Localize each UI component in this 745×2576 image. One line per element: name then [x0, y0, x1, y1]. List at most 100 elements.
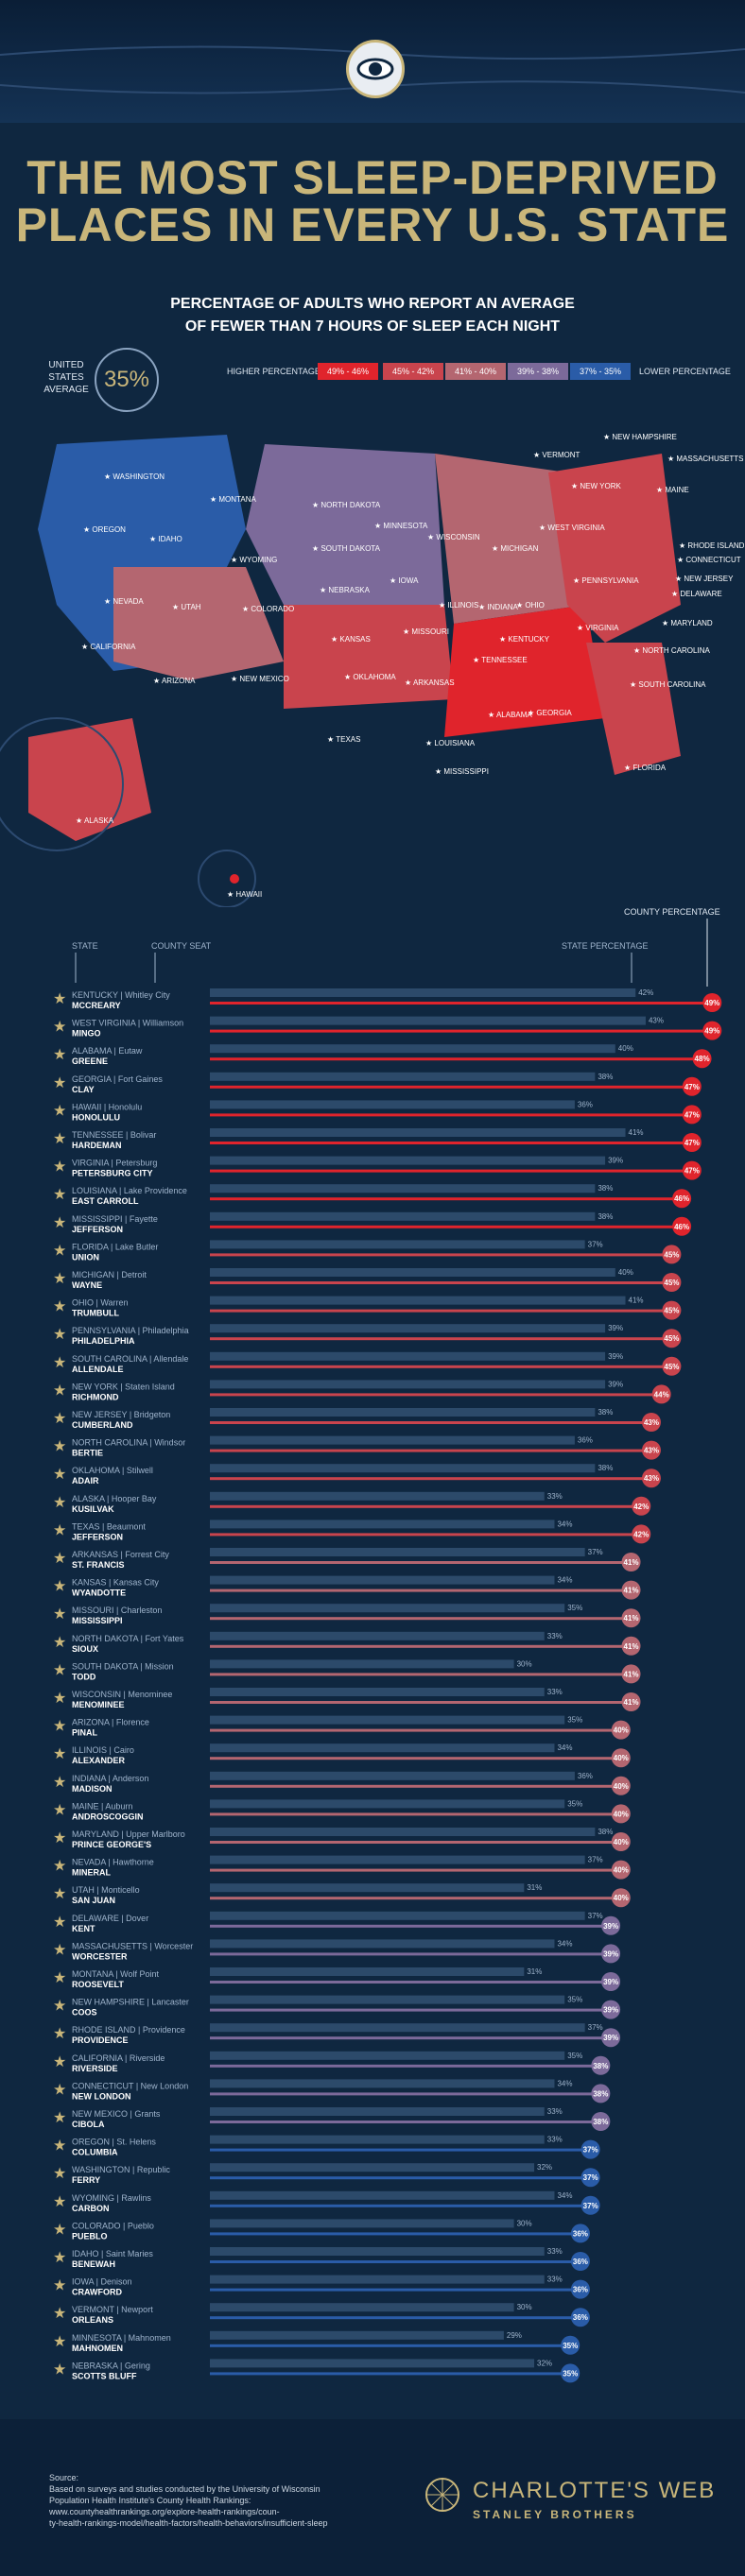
map-label-arkansas: ★ ARKANSAS: [405, 678, 455, 687]
county-bar: [210, 2204, 585, 2207]
county-pct-marker: [601, 2000, 621, 2019]
state-pct-label: 31%: [527, 1967, 542, 1976]
row-county: KENT: [72, 1924, 95, 1933]
county-pct-marker: [611, 1776, 631, 1795]
star-icon: ★: [53, 1520, 66, 1538]
star-icon: ★: [53, 1045, 66, 1063]
map-label-new-hampshire: ★ NEW HAMPSHIRE: [603, 433, 677, 441]
county-pct-label: 41%: [624, 1642, 639, 1651]
map-label-louisiana: ★ LOUISIANA: [425, 739, 476, 747]
map-label-hawaii: ★ HAWAII: [227, 890, 263, 899]
county-pct-marker: [611, 1832, 631, 1851]
county-pct-label: 42%: [633, 1530, 649, 1538]
county-bar: [210, 1142, 686, 1144]
row-county: RIVERSIDE: [72, 2064, 118, 2073]
star-icon: ★: [53, 1269, 66, 1287]
county-bar: [210, 2008, 606, 2012]
us-map: [0, 435, 681, 907]
county-pct-marker: [601, 1915, 621, 1935]
star-icon: ★: [53, 1689, 66, 1707]
state-pct-label: 30%: [517, 2219, 532, 2227]
row-state-seat: PENNSYLVANIA | Philadelphia: [72, 1326, 189, 1335]
star-icon: ★: [53, 1717, 66, 1735]
state-pct-label: 34%: [557, 1939, 572, 1948]
row-county: MAHNOMEN: [72, 2344, 123, 2353]
row-county: SAN JUAN: [72, 1896, 115, 1905]
star-icon: ★: [53, 1800, 66, 1818]
row-county: FERRY: [72, 2175, 100, 2185]
star-icon: ★: [53, 1241, 66, 1259]
state-bar: [210, 1268, 615, 1277]
state-bar: [210, 1967, 525, 1976]
map-label-illinois: ★ ILLINOIS: [439, 601, 479, 610]
row-county: MENOMINEE: [72, 1700, 125, 1709]
row-state-seat: MONTANA | Wolf Point: [72, 1969, 160, 1979]
star-icon: ★: [53, 2080, 66, 2098]
map-label-mississippi: ★ MISSISSIPPI: [435, 767, 489, 776]
map-label-nebraska: ★ NEBRASKA: [320, 586, 370, 594]
legend-bin: 37% - 35%: [570, 363, 631, 380]
legend-bin: 39% - 38%: [508, 363, 568, 380]
row-state-seat: SOUTH CAROLINA | Allendale: [72, 1354, 188, 1364]
row-county: CUMBERLAND: [72, 1420, 133, 1430]
row-state-seat: MAINE | Auburn: [72, 1801, 132, 1811]
state-pct-label: 35%: [567, 2052, 582, 2060]
row-state-seat: MARYLAND | Upper Marlboro: [72, 1829, 185, 1839]
row-state-seat: VIRGINIA | Petersburg: [72, 1159, 157, 1168]
county-bar: [210, 1309, 667, 1313]
county-pct-marker: [580, 2195, 600, 2215]
county-pct-label: 38%: [593, 2062, 608, 2070]
star-icon: ★: [53, 1549, 66, 1567]
state-bar: [210, 1128, 626, 1137]
state-pct-label: 40%: [618, 1268, 633, 1277]
map-label-iowa: ★ IOWA: [390, 576, 419, 585]
row-state-seat: VERMONT | Newport: [72, 2305, 153, 2314]
map-label-massachusetts: ★ MASSACHUSETTS: [667, 455, 744, 463]
county-bar: [210, 1784, 615, 1788]
county-bar: [210, 1812, 615, 1816]
row-county: COLUMBIA: [72, 2148, 118, 2157]
county-pct-marker: [702, 1021, 722, 1040]
state-bar: [210, 1995, 565, 2004]
state-bar: [210, 1351, 606, 1361]
state-bar: [210, 1016, 646, 1025]
state-bar: [210, 1575, 555, 1585]
state-pct-label: 32%: [537, 2359, 552, 2367]
row-state-seat: UTAH | Monticello: [72, 1885, 140, 1895]
state-pct-label: 34%: [557, 2191, 572, 2200]
county-bar: [210, 1617, 626, 1621]
state-pct-label: 35%: [567, 1604, 582, 1612]
state-pct-label: 34%: [557, 2079, 572, 2087]
county-pct-marker: [601, 2028, 621, 2048]
county-pct-label: 43%: [644, 1447, 659, 1455]
row-state-seat: ALABAMA | Eutaw: [72, 1046, 143, 1056]
map-label-california: ★ CALIFORNIA: [81, 643, 136, 651]
row-state-seat: ARIZONA | Florence: [72, 1718, 149, 1727]
row-county: HONOLULU: [72, 1112, 120, 1122]
county-pct-marker: [601, 1944, 621, 1964]
county-pct-marker: [561, 2335, 580, 2355]
row-state-seat: ALASKA | Hooper Bay: [72, 1494, 157, 1503]
row-state-seat: WASHINGTON | Republic: [72, 2165, 170, 2174]
map-label-ohio: ★ OHIO: [516, 601, 545, 610]
county-bar: [210, 1421, 646, 1424]
map-label-connecticut: ★ CONNECTICUT: [677, 556, 741, 564]
county-pct-marker: [591, 2055, 611, 2075]
row-state-seat: NEBRASKA | Gering: [72, 2361, 150, 2370]
row-state-seat: TEXAS | Beaumont: [72, 1521, 146, 1531]
row-state-seat: ARKANSAS | Forrest City: [72, 1550, 169, 1559]
legend-bin: 49% - 46%: [318, 363, 378, 380]
row-state-seat: COLORADO | Pueblo: [72, 2221, 154, 2230]
county-pct-marker: [601, 1972, 621, 1991]
brand-sub: STANLEY BROTHERS: [473, 2508, 637, 2521]
state-pct-label: 33%: [547, 1632, 563, 1640]
state-pct-label: 35%: [567, 1996, 582, 2004]
state-bar: [210, 1211, 596, 1221]
map-label-alaska: ★ ALASKA: [76, 816, 114, 825]
state-bar: [210, 1688, 545, 1696]
state-bar: [210, 2219, 514, 2228]
county-bar: [210, 1337, 667, 1341]
state-pct-label: 35%: [567, 1716, 582, 1725]
county-bar: [210, 1057, 697, 1061]
state-bar: [210, 1520, 555, 1529]
